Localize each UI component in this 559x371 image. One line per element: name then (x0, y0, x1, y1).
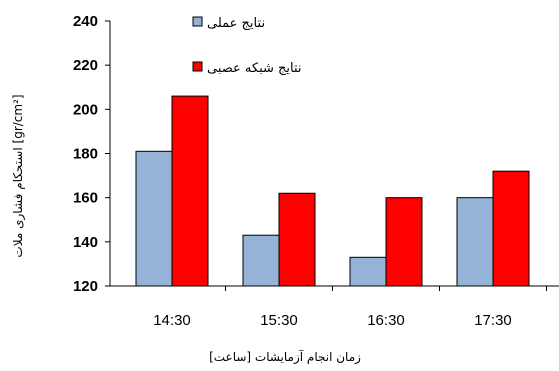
bar-experimental (349, 256, 387, 287)
y-axis-ticks: 120 140 160 180 200 220 240 (73, 13, 110, 295)
x-tick-label: 17:30 (474, 312, 512, 329)
legend-swatch-experimental (192, 16, 203, 27)
bar-experimental (242, 234, 280, 287)
x-axis-ticks: 14:30 15:30 16:30 17:30 (153, 286, 547, 329)
y-tick-label: 200 (73, 101, 98, 118)
y-tick-label: 180 (73, 146, 98, 163)
bar-neural-network (171, 95, 209, 287)
bar-neural-network (385, 197, 423, 287)
legend: نتایج عملی نتایج شبکه عصبی (192, 16, 302, 76)
x-tick-label: 15:30 (260, 312, 298, 329)
plot-area (109, 21, 559, 287)
y-tick-label: 220 (73, 57, 98, 74)
bar-neural-network (278, 192, 316, 287)
y-axis-label: استحکام فشاری ملات [gr/cm²] (11, 94, 26, 257)
bar-neural-network (492, 170, 530, 287)
y-tick-label: 240 (73, 13, 98, 30)
bar-experimental (135, 150, 173, 287)
legend-label-neural-network: نتایج شبکه عصبی (207, 61, 302, 76)
y-tick-label: 120 (73, 278, 98, 295)
x-axis-label: زمان انجام آزمایشات [ساعت] (209, 349, 361, 365)
y-tick-label: 160 (73, 190, 98, 207)
legend-label-experimental: نتایج عملی (207, 16, 265, 31)
y-tick-label: 140 (73, 234, 98, 251)
legend-swatch-neural-network (192, 61, 203, 72)
x-tick-label: 14:30 (153, 312, 191, 329)
x-tick-label: 16:30 (367, 312, 405, 329)
bar-experimental (456, 197, 494, 287)
